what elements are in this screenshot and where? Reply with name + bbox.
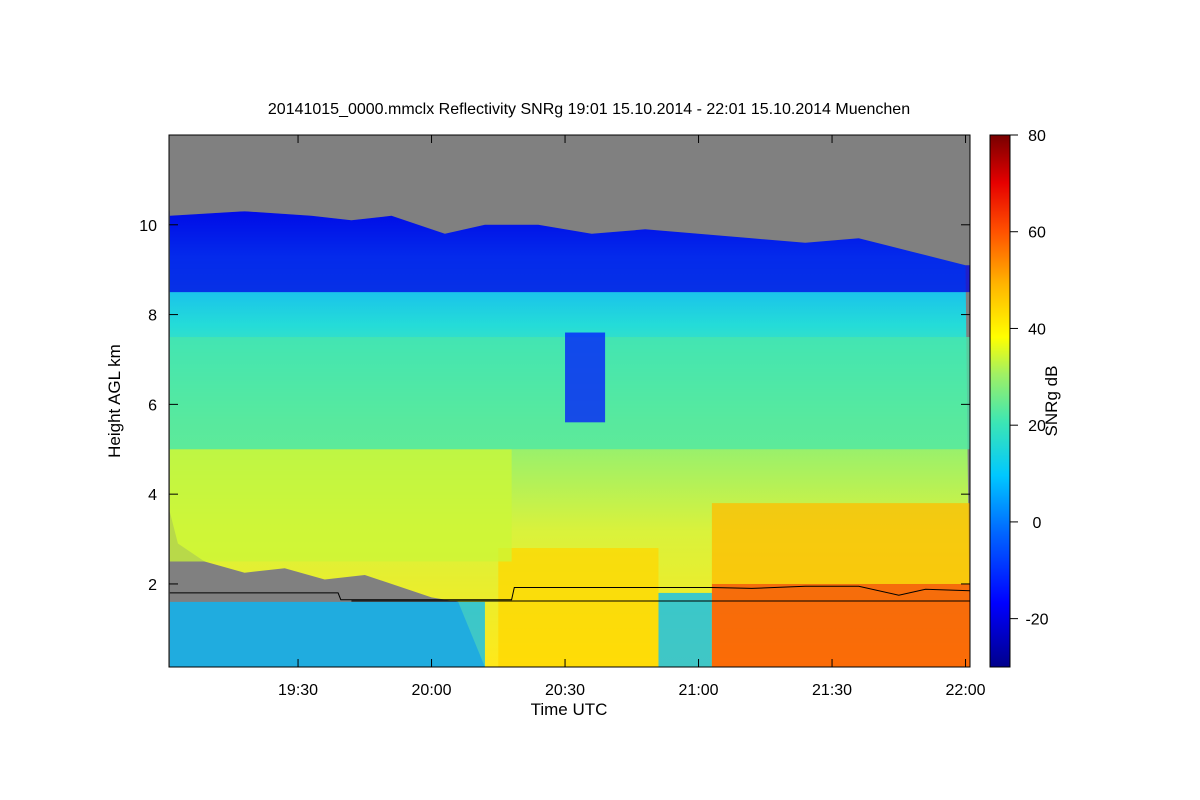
y-tick-label-0: 2 (148, 577, 157, 594)
x-tick-label-4: 21:30 (812, 682, 852, 699)
colorbar-ticks: -20 0 20 40 60 80 (1010, 128, 1049, 629)
colorbar-tick-label-4: 60 (1028, 225, 1046, 242)
intensity-region-0 (169, 601, 485, 667)
y-tick-label-2: 6 (148, 397, 157, 414)
intensity-region-2 (658, 592, 712, 667)
y-tick-label-3: 8 (148, 308, 157, 325)
x-tick-label-2: 20:30 (545, 682, 585, 699)
colorbar-tick-label-0: -20 (1025, 612, 1048, 629)
x-tick-label-1: 20:00 (412, 682, 452, 699)
colorbar-label: SNRg dB (1042, 366, 1061, 437)
y-tick-label-4: 10 (139, 218, 157, 235)
colorbar-tick-label-1: 0 (1033, 515, 1042, 532)
x-axis-label: Time UTC (531, 700, 608, 719)
x-tick-label-5: 22:00 (946, 682, 986, 699)
intensity-region-5 (169, 449, 512, 562)
x-axis: 19:30 20:00 20:30 21:00 21:30 22:00 (278, 135, 986, 699)
x-tick-label-0: 19:30 (278, 682, 318, 699)
colorbar-tick-label-5: 80 (1028, 128, 1046, 145)
y-axis-label: Height AGL km (105, 344, 124, 458)
intensity-region-1 (498, 548, 659, 667)
intensity-region-3 (711, 583, 970, 667)
x-tick-label-3: 21:00 (679, 682, 719, 699)
chart-title: 20141015_0000.mmclx Reflectivity SNRg 19… (268, 101, 910, 118)
intensity-region-7 (565, 332, 606, 423)
colorbar-tick-label-3: 40 (1028, 321, 1046, 338)
colorbar: -20 0 20 40 60 80 SNRg dB (989, 128, 1061, 668)
plot-frame (168, 134, 971, 668)
no-signal-region (169, 135, 970, 266)
plot-area: 19:30 20:00 20:30 21:00 21:30 22:00 2 4 6 8 10 (139, 134, 986, 699)
colorbar-gradient (989, 134, 1011, 668)
colorbar-tick-label-2: 20 (1028, 418, 1046, 435)
heatmap-layer (169, 135, 970, 667)
intensity-region-4 (711, 503, 970, 584)
y-tick-label-1: 4 (148, 487, 157, 504)
series-layer (169, 585, 970, 602)
y-axis: 2 4 6 8 10 (139, 218, 970, 594)
series-line-0 (169, 585, 970, 601)
